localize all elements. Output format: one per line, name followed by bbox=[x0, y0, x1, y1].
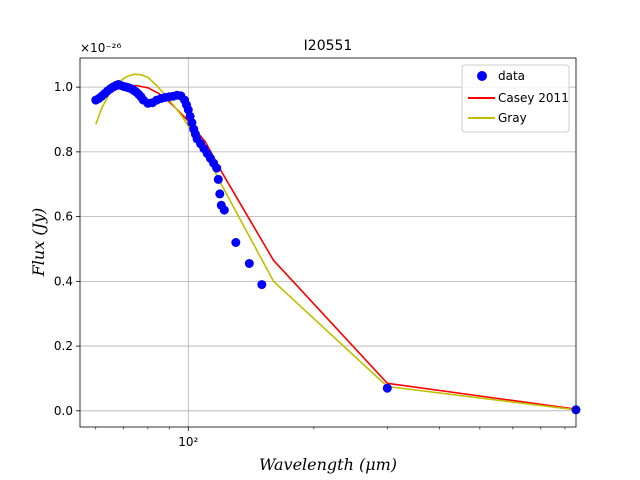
y-tick-label: 0.2 bbox=[54, 339, 73, 353]
legend-box bbox=[461, 64, 570, 133]
y-tick-label: 0.4 bbox=[54, 274, 73, 288]
legend-label-casey: Casey 2011 bbox=[498, 91, 569, 105]
legend: data Casey 2011 Gray bbox=[461, 64, 570, 133]
series-line-1 bbox=[95, 84, 577, 410]
data-point bbox=[212, 163, 222, 173]
series-layer bbox=[91, 73, 581, 415]
x-tick-label: 10² bbox=[178, 435, 198, 449]
y-tick-label: 0.8 bbox=[54, 145, 73, 159]
legend-marker-data bbox=[477, 71, 487, 81]
plot-frame bbox=[79, 57, 577, 428]
x-axis-label: Wavelength (μm) bbox=[259, 455, 397, 474]
axis-ticks: 0.0 0.2 0.4 0.6 0.8 1.0 10² bbox=[54, 80, 566, 449]
y-axis-label: Flux (Jy) bbox=[29, 208, 48, 278]
data-point bbox=[219, 205, 229, 215]
legend-label-data: data bbox=[498, 69, 525, 83]
y-tick-label: 0.6 bbox=[54, 210, 73, 224]
y-tick-label: 0.0 bbox=[54, 404, 73, 418]
data-point bbox=[213, 174, 223, 184]
y-scale-exponent: ×10⁻²⁶ bbox=[80, 41, 121, 55]
data-point bbox=[257, 280, 267, 290]
data-point bbox=[215, 189, 225, 199]
chart-title: I20551 bbox=[304, 38, 353, 54]
data-point bbox=[382, 383, 392, 393]
y-tick-label: 1.0 bbox=[54, 80, 73, 94]
data-point bbox=[231, 238, 241, 247]
legend-label-gray: Gray bbox=[498, 111, 527, 125]
data-point bbox=[244, 259, 254, 268]
